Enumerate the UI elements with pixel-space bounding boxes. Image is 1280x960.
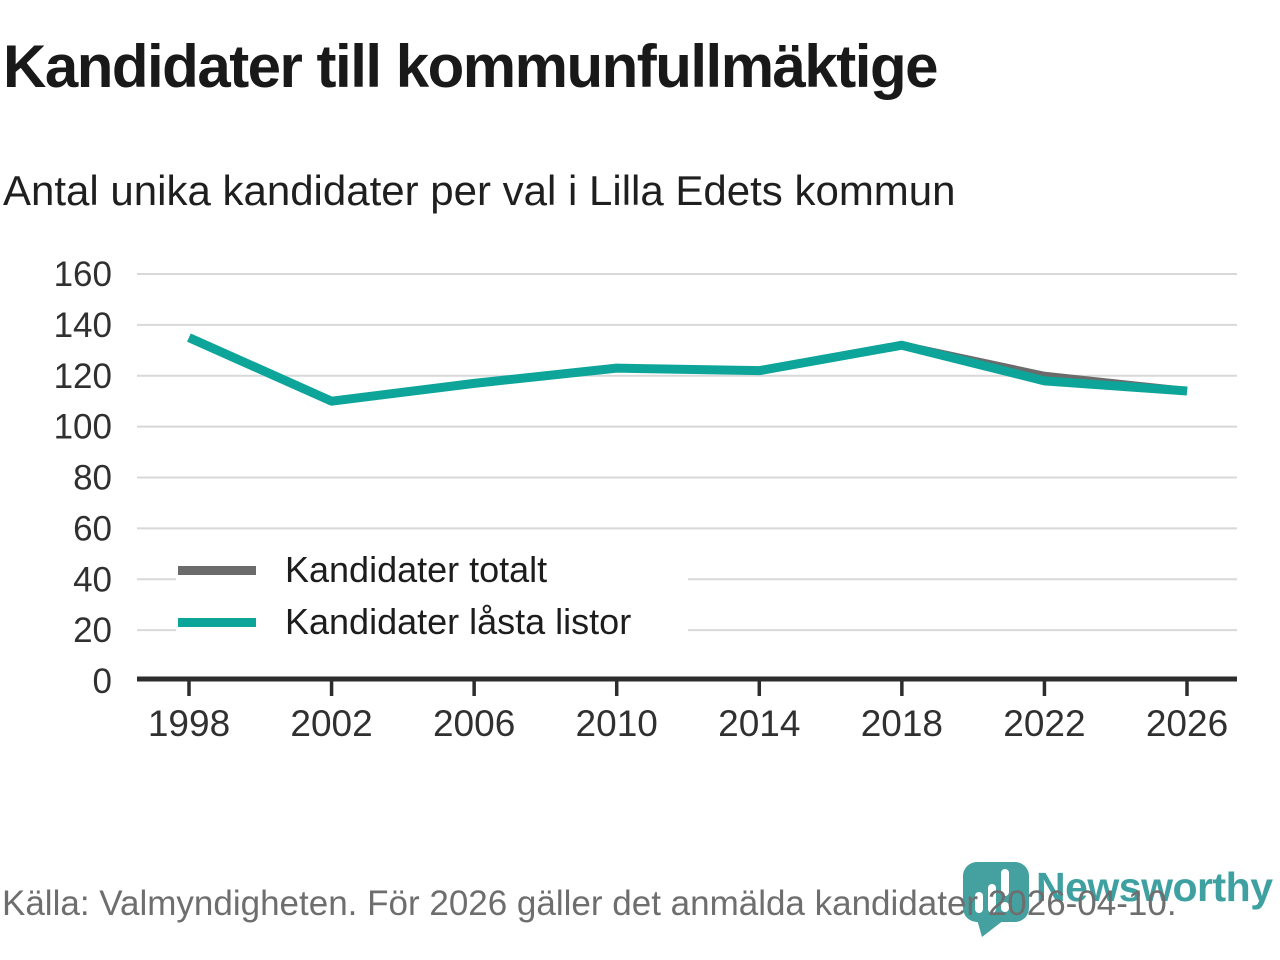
y-tick-label: 40 xyxy=(73,560,112,599)
legend-label: Kandidater totalt xyxy=(285,549,548,590)
y-tick-label: 60 xyxy=(73,509,112,548)
x-tick-label: 2006 xyxy=(433,703,515,744)
x-tick-label: 2002 xyxy=(290,703,372,744)
legend-item-totalt: Kandidater totalt xyxy=(176,544,688,596)
x-tick-label: 2018 xyxy=(861,703,943,744)
bar-chart-speech-bubble-icon xyxy=(963,862,1029,937)
y-tick-label: 160 xyxy=(54,255,112,294)
y-tick-label: 120 xyxy=(54,357,112,396)
legend-swatch-teal xyxy=(178,617,256,627)
legend-label: Kandidater låsta listor xyxy=(285,601,632,642)
y-tick-label: 80 xyxy=(73,459,112,498)
x-tick-label: 2022 xyxy=(1003,703,1085,744)
y-tick-label: 0 xyxy=(93,662,112,701)
series-line-lasta-listor xyxy=(187,333,1188,406)
x-tick-label: 1998 xyxy=(148,703,230,744)
page-title: Kandidater till kommunfullmäktige xyxy=(3,33,938,100)
legend-swatch-gray xyxy=(178,565,256,575)
y-tick-label: 140 xyxy=(54,306,112,345)
x-tick-label: 2010 xyxy=(576,703,658,744)
y-tick-label: 20 xyxy=(73,611,112,650)
logo-text: Newsworthy xyxy=(1036,864,1273,910)
chart-legend: Kandidater totalt Kandidater låsta listo… xyxy=(176,538,688,658)
legend-item-lasta-listor: Kandidater låsta listor xyxy=(176,596,688,648)
source-note: Källa: Valmyndigheten. För 2026 gäller d… xyxy=(2,884,1177,923)
chart-subtitle: Antal unika kandidater per val i Lilla E… xyxy=(3,167,956,214)
x-tick-label: 2014 xyxy=(718,703,800,744)
y-tick-label: 100 xyxy=(54,408,112,447)
x-tick-label: 2026 xyxy=(1146,703,1228,744)
